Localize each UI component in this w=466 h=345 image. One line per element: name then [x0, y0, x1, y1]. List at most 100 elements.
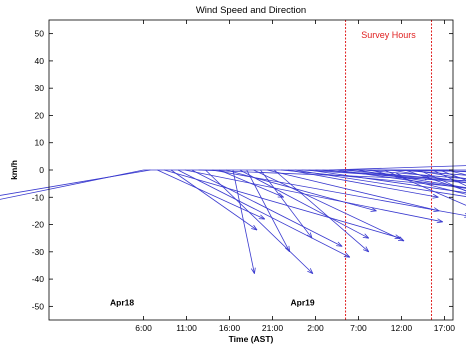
- x-tick-label: 7:00: [350, 323, 367, 333]
- wind-vector: [294, 169, 466, 197]
- x-tick-label: 17:00: [434, 323, 456, 333]
- wind-vector-head: [337, 241, 343, 247]
- date-label: Apr18: [110, 297, 134, 307]
- y-tick-label: -40: [32, 274, 45, 284]
- wind-vector: [336, 169, 466, 189]
- wind-vector-head: [254, 267, 256, 274]
- wind-vector-shaft: [0, 169, 151, 196]
- y-axis-ticks: 50 40 30 20 10 0 -10 -20 -30 -40 -50: [32, 29, 453, 311]
- wind-vector-shaft: [308, 169, 466, 194]
- wind-vector-shaft: [439, 169, 466, 181]
- wind-vector-shaft: [425, 169, 466, 173]
- wind-vector-shaft: [205, 169, 314, 274]
- wind-vector: [198, 169, 466, 182]
- wind-vector-shaft: [232, 169, 255, 274]
- wind-vector: [439, 169, 466, 181]
- wind-vector: [157, 169, 266, 220]
- y-tick-label: 30: [35, 83, 45, 93]
- wind-vector-head: [309, 268, 314, 274]
- wind-vector-shaft: [404, 169, 466, 192]
- wind-vector-shaft: [432, 169, 466, 187]
- wind-vector: [432, 169, 466, 187]
- wind-vector-head: [432, 196, 439, 199]
- wind-vector-shaft: [177, 169, 351, 258]
- wind-vector: [329, 165, 466, 171]
- wind-vector: [239, 169, 370, 239]
- wind-vector: [287, 169, 439, 199]
- survey-hours-label: Survey Hours: [361, 30, 416, 40]
- x-axis-ticks: 6:00 11:00 16:00 21:00 2:00 7:00 12:00 17:00: [135, 20, 455, 333]
- wind-vector-shaft: [329, 165, 466, 171]
- wind-vector-shaft: [287, 169, 439, 198]
- wind-vector-shaft: [225, 169, 377, 212]
- wind-vector-head: [370, 210, 377, 212]
- y-tick-label: -10: [32, 192, 45, 202]
- wind-vector-shaft: [260, 169, 313, 239]
- wind-vector-head: [284, 247, 290, 253]
- y-axis-label: km/h: [9, 160, 19, 180]
- wind-vector-shaft: [198, 169, 466, 182]
- y-tick-label: 40: [35, 56, 45, 66]
- wind-vector: [267, 169, 440, 213]
- y-tick-label: -50: [32, 301, 45, 311]
- wind-vector-head: [363, 249, 369, 253]
- wind-vector: [260, 169, 313, 239]
- wind-vector: [446, 169, 466, 176]
- wind-vector-shaft: [184, 169, 443, 223]
- wind-vector-shaft: [239, 169, 369, 239]
- wind-vector-head: [433, 193, 439, 198]
- wind-vector-head: [307, 270, 314, 275]
- wind-vector-head: [437, 218, 443, 223]
- wind-vector: [411, 169, 466, 180]
- wind-vector-head: [434, 207, 440, 212]
- wind-vector-shaft: [384, 169, 466, 206]
- wind-vector-shaft: [294, 169, 466, 197]
- wind-vector-head: [343, 256, 350, 258]
- wind-vector-shaft: [411, 169, 466, 180]
- wind-vector: [184, 169, 443, 224]
- wind-vector-shaft: [253, 169, 405, 242]
- survey-hours-layer: Survey Hours: [345, 20, 433, 320]
- wind-vector-head: [309, 232, 313, 239]
- wind-vector: [253, 169, 405, 242]
- wind-vector-head: [433, 210, 440, 213]
- wind-vector-head: [279, 192, 284, 198]
- wind-vector-shaft: [342, 169, 466, 182]
- wind-vector-shaft: [446, 169, 466, 176]
- wind-vector: [225, 169, 377, 212]
- wind-vector: [384, 169, 466, 206]
- wind-vector-shaft: [164, 169, 401, 239]
- wind-vector-head: [253, 224, 258, 231]
- wind-vector: [0, 169, 151, 196]
- wind-vector-shaft: [170, 169, 258, 231]
- wind-vector: [205, 169, 314, 275]
- wind-vector: [342, 169, 466, 182]
- wind-vector: [170, 169, 258, 231]
- wind-vector-shaft: [267, 169, 440, 212]
- wind-vector-head: [336, 245, 343, 247]
- wind-vector-shaft: [336, 169, 466, 189]
- wind-vector-shaft: [219, 169, 284, 198]
- y-tick-label: 50: [35, 29, 45, 39]
- wind-vector-shaft: [157, 169, 265, 220]
- wind-vector: [425, 169, 466, 173]
- wind-vector-head: [260, 214, 266, 220]
- y-tick-label: 20: [35, 110, 45, 120]
- wind-vector-shaft: [397, 169, 466, 176]
- wind-vector-head: [306, 234, 313, 239]
- x-tick-label: 11:00: [176, 323, 197, 333]
- wind-vector-head: [464, 216, 466, 218]
- x-tick-label: 2:00: [307, 323, 324, 333]
- x-axis-label: Time (AST): [229, 334, 274, 344]
- wind-vector-shaft: [418, 169, 466, 192]
- y-tick-label: -20: [32, 220, 45, 230]
- wind-vector: [418, 169, 466, 192]
- date-label: Apr19: [291, 297, 315, 307]
- wind-vector: [397, 169, 466, 176]
- date-labels: Apr18 Apr19: [110, 297, 315, 307]
- wind-vector: [219, 169, 284, 198]
- x-tick-label: 16:00: [219, 323, 241, 333]
- wind-vector-head: [399, 236, 405, 242]
- chart-title: Wind Speed and Direction: [196, 5, 306, 16]
